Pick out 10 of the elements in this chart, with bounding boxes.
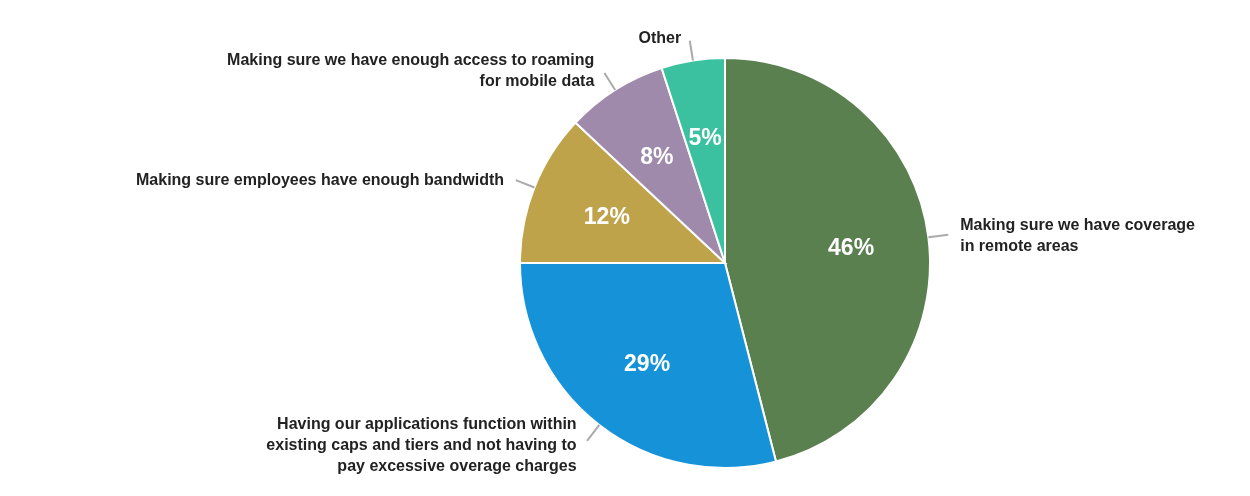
slice-label: Other	[638, 28, 682, 46]
data-label: 29%	[624, 350, 671, 377]
slice-label: Making sure we have enough access to roaming for mobile data	[227, 50, 595, 89]
slice-label: Making sure we have coverage in remote areas	[960, 215, 1196, 254]
data-label: 46%	[828, 234, 875, 261]
data-label: 5%	[688, 124, 722, 151]
data-label: 12%	[583, 203, 630, 230]
slice-label: Having our applications function within existing caps and tiers and not having to pay excessive overage charges	[266, 414, 577, 474]
data-label: 8%	[640, 142, 674, 169]
slice-label: Making sure employees have enough bandwidth	[136, 170, 505, 188]
